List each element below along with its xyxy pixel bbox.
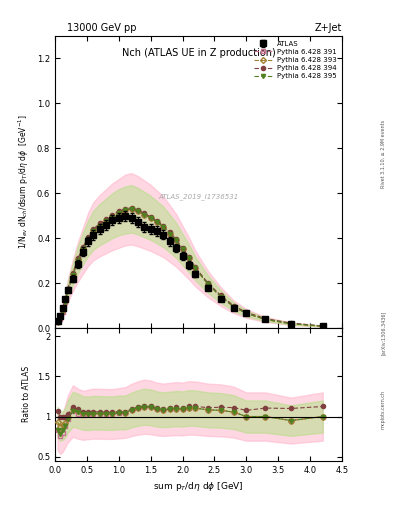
Text: mcplots.cern.ch: mcplots.cern.ch [381, 390, 386, 429]
Text: Nch (ATLAS UE in Z production): Nch (ATLAS UE in Z production) [121, 48, 275, 57]
Text: Rivet 3.1.10, ≥ 2.9M events: Rivet 3.1.10, ≥ 2.9M events [381, 119, 386, 188]
Text: Z+Jet: Z+Jet [314, 23, 342, 33]
Text: 13000 GeV pp: 13000 GeV pp [67, 23, 136, 33]
Text: [arXiv:1306.3436]: [arXiv:1306.3436] [381, 311, 386, 355]
Text: ATLAS_2019_I1736531: ATLAS_2019_I1736531 [158, 193, 239, 200]
X-axis label: sum p$_T$/d$\eta$ d$\phi$ [GeV]: sum p$_T$/d$\eta$ d$\phi$ [GeV] [153, 480, 244, 493]
Legend: ATLAS, Pythia 6.428 391, Pythia 6.428 393, Pythia 6.428 394, Pythia 6.428 395: ATLAS, Pythia 6.428 391, Pythia 6.428 39… [252, 38, 340, 82]
Y-axis label: 1/N$_{ev}$ dN$_{ch}$/dsum p$_T$/d$\eta$ d$\phi$  [GeV$^{-1}$]: 1/N$_{ev}$ dN$_{ch}$/dsum p$_T$/d$\eta$ … [17, 115, 31, 249]
Y-axis label: Ratio to ATLAS: Ratio to ATLAS [22, 367, 31, 422]
